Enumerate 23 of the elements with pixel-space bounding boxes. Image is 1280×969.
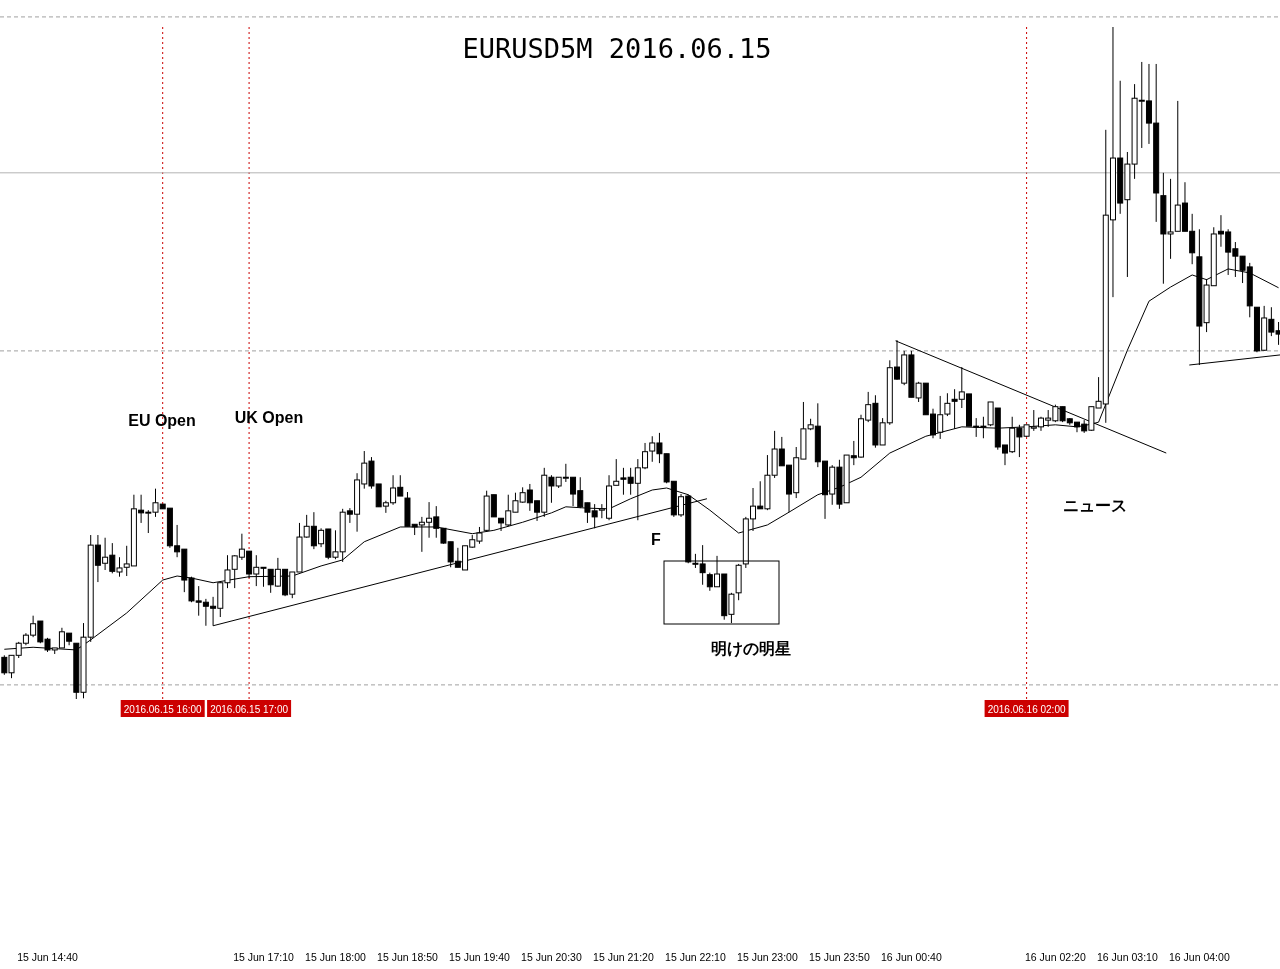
annotation: ニュース	[1063, 497, 1127, 514]
chart-title: EURUSD5M 2016.06.15	[462, 33, 772, 64]
x-tick-label: 16 Jun 02:20	[1025, 951, 1086, 963]
x-tick-label: 15 Jun 22:10	[665, 951, 726, 963]
x-tick-label: 15 Jun 19:40	[449, 951, 510, 963]
x-tick-label: 15 Jun 20:30	[521, 951, 582, 963]
x-tick-label: 16 Jun 03:10	[1097, 951, 1158, 963]
x-tick-label: 15 Jun 23:00	[737, 951, 798, 963]
annotation: 明けの明星	[711, 640, 791, 658]
ref-line-label: 2016.06.16 02:00	[987, 704, 1066, 715]
x-tick-label: 15 Jun 17:10	[233, 951, 295, 963]
x-tick-label: 15 Jun 14:40	[17, 951, 79, 963]
ref-line-label: 2016.06.15 16:00	[123, 704, 203, 715]
annotation: UK Open	[234, 409, 304, 426]
x-tick-label: 15 Jun 21:20	[593, 951, 654, 963]
x-tick-label: 15 Jun 18:00	[305, 951, 366, 963]
x-tick-label: 15 Jun 18:50	[377, 951, 438, 963]
x-tick-label: 16 Jun 04:00	[1169, 951, 1230, 963]
x-tick-label: 15 Jun 23:50	[809, 951, 870, 963]
x-tick-label: 16 Jun 00:40	[881, 951, 942, 963]
ref-line-label: 2016.06.15 17:00	[210, 704, 289, 715]
annotation: F	[651, 531, 662, 548]
annotation: EU Open	[128, 412, 196, 429]
